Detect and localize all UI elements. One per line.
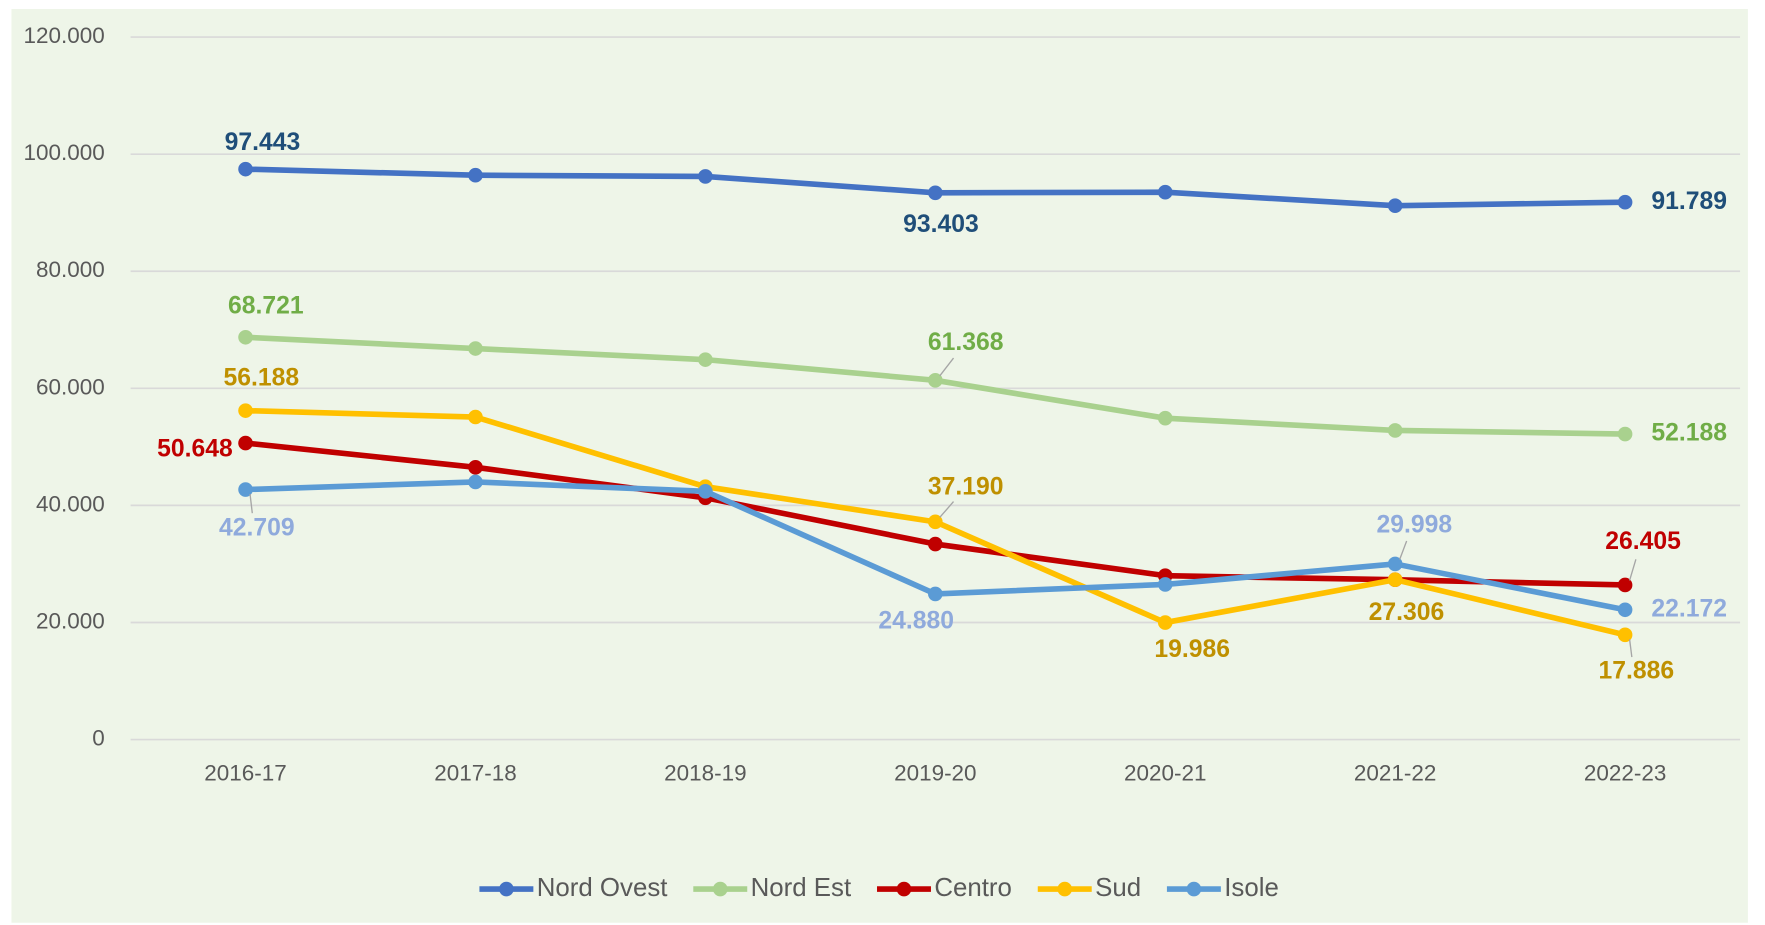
x-tick-label: 2022-23	[1584, 760, 1666, 785]
leader-line	[1399, 540, 1408, 560]
data-point	[928, 185, 943, 201]
data-point	[468, 167, 483, 183]
data-point	[238, 482, 253, 497]
data-label: 97.443	[225, 129, 301, 156]
data-point	[1157, 615, 1173, 630]
data-point	[928, 536, 943, 552]
y-tick-label: 100.000	[24, 140, 105, 165]
data-point	[1617, 426, 1633, 442]
data-label: 27.306	[1369, 599, 1445, 626]
data-point	[1617, 627, 1633, 643]
leader-line	[1628, 639, 1633, 658]
legend-label: Isole	[1224, 874, 1279, 902]
y-tick-label: 60.000	[36, 374, 105, 399]
legend-label: Centro	[934, 874, 1012, 902]
data-point	[698, 484, 713, 499]
data-point	[238, 403, 253, 418]
data-label: 93.403	[903, 211, 979, 238]
legend-marker	[1186, 881, 1202, 897]
data-label: 50.648	[157, 435, 233, 462]
data-point	[468, 409, 483, 425]
data-label: 17.886	[1599, 657, 1675, 684]
leader-line	[1628, 559, 1637, 581]
data-point	[698, 169, 713, 184]
legend-marker	[1057, 881, 1073, 897]
data-point	[1387, 198, 1403, 213]
data-point	[1617, 194, 1633, 210]
leader-line	[939, 357, 955, 377]
x-tick-label: 2017-18	[434, 760, 516, 785]
data-label: 91.789	[1651, 188, 1727, 215]
data-point	[468, 474, 483, 490]
data-label: 29.998	[1376, 511, 1452, 538]
data-point	[928, 586, 943, 602]
chart-background	[11, 8, 1748, 923]
data-label: 56.188	[223, 365, 299, 392]
data-point	[1157, 184, 1173, 200]
leader-line	[249, 493, 253, 514]
data-point	[1617, 602, 1633, 618]
legend-label: Nord Est	[751, 874, 852, 902]
data-point	[1157, 410, 1173, 426]
y-tick-label: 0	[92, 725, 105, 750]
x-tick-label: 2018-19	[664, 760, 746, 785]
data-point	[468, 341, 483, 356]
y-tick-label: 40.000	[36, 491, 105, 516]
data-point	[1617, 577, 1633, 593]
data-label: 52.188	[1651, 420, 1727, 447]
data-label: 19.986	[1154, 636, 1230, 663]
data-label: 24.880	[878, 608, 954, 635]
data-point	[238, 329, 253, 345]
data-point	[1157, 577, 1173, 592]
legend-marker	[499, 881, 514, 897]
leader-line	[939, 501, 955, 518]
data-point	[238, 161, 253, 177]
legend-label: Sud	[1095, 874, 1141, 902]
data-label: 22.172	[1651, 595, 1727, 622]
y-tick-label: 20.000	[36, 608, 105, 633]
y-tick-label: 120.000	[24, 23, 105, 48]
data-label: 26.405	[1605, 528, 1681, 555]
data-point	[1387, 423, 1403, 438]
y-tick-label: 80.000	[36, 257, 105, 282]
data-label: 61.368	[928, 329, 1004, 356]
data-point	[1387, 572, 1403, 588]
data-label: 68.721	[228, 292, 304, 319]
legend-marker	[896, 881, 912, 897]
data-label: 42.709	[219, 514, 295, 541]
data-point	[238, 435, 253, 451]
x-tick-label: 2021-22	[1354, 760, 1436, 785]
data-point	[1387, 556, 1403, 572]
legend-label: Nord Ovest	[537, 874, 668, 902]
data-point	[928, 373, 943, 388]
data-point	[698, 352, 713, 367]
x-tick-label: 2019-20	[894, 760, 976, 785]
x-tick-label: 2020-21	[1124, 760, 1206, 785]
data-point	[928, 514, 943, 530]
legend-marker	[712, 881, 728, 897]
x-tick-label: 2016-17	[204, 760, 286, 785]
data-point	[468, 460, 483, 475]
data-label: 37.190	[928, 474, 1004, 501]
